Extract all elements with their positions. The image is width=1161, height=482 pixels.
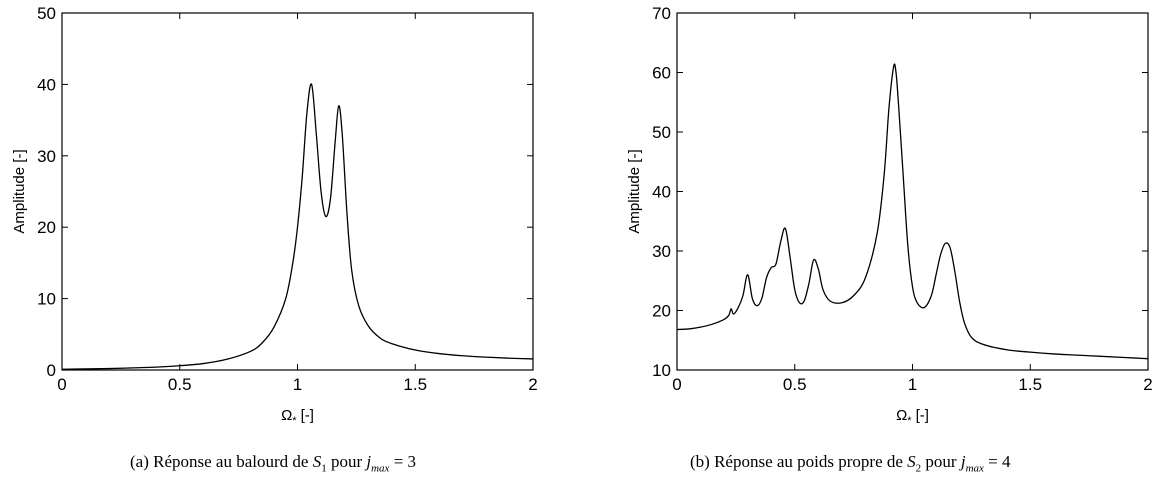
- caption-b-text1: Réponse au poids propre de: [714, 452, 903, 471]
- x-axis-subscript-a: *: [292, 415, 297, 427]
- caption-b-text2: pour: [925, 452, 957, 471]
- series-line-a: [61, 83, 534, 370]
- x-tick-label: 2: [1143, 375, 1152, 394]
- caption-a: (a) Réponse au balourd de S1 pour jmax =…: [130, 452, 416, 474]
- caption-a-var-sub: 1: [321, 462, 327, 475]
- caption-a-value: = 3: [393, 452, 417, 471]
- x-tick-label: 0: [672, 375, 681, 394]
- y-tick-label: 50: [652, 123, 671, 142]
- x-axis-label-b: Ω* [-]: [896, 407, 929, 427]
- caption-a-text2: pour: [330, 452, 363, 471]
- y-tick-label: 10: [652, 361, 671, 380]
- x-axis-symbol-a: Ω: [281, 407, 292, 424]
- x-axis-symbol-b: Ω: [896, 407, 907, 424]
- caption-b: (b) Réponse au poids propre de S2 pour j…: [690, 452, 1161, 474]
- y-tick-label: 40: [652, 183, 671, 202]
- y-tick-label: 0: [47, 361, 56, 380]
- y-axis-label-a: Amplitude [-]: [11, 149, 28, 233]
- caption-b-var-sub: 2: [915, 462, 922, 475]
- y-tick-label: 10: [37, 290, 56, 309]
- x-tick-label: 0: [57, 375, 66, 394]
- y-tick-label: 30: [37, 147, 56, 166]
- caption-b-value: = 4: [988, 452, 1011, 471]
- caption-a-label: (a): [130, 452, 149, 471]
- x-tick-label: 1.5: [403, 375, 427, 394]
- x-tick-label: 0.5: [168, 375, 192, 394]
- x-axis-label-a: Ω* [-]: [281, 407, 314, 427]
- x-axis-subscript-b: *: [907, 415, 912, 427]
- caption-b-jvar-sub: max: [965, 462, 984, 475]
- x-axis-unit-a: [-]: [301, 407, 314, 424]
- y-tick-label: 60: [652, 64, 671, 83]
- caption-b-var: S: [907, 452, 916, 471]
- y-tick-label: 70: [652, 4, 671, 23]
- plot-area-b: [676, 12, 1149, 371]
- plot-area-a: [61, 12, 534, 371]
- x-axis-unit-b: [-]: [916, 407, 929, 424]
- series-line-b: [676, 63, 1149, 360]
- x-tick-label: 1.5: [1018, 375, 1042, 394]
- x-tick-label: 1: [908, 375, 917, 394]
- x-tick-label: 1: [293, 375, 302, 394]
- y-tick-label: 40: [37, 75, 56, 94]
- caption-a-text1: Réponse au balourd de: [153, 452, 309, 471]
- y-tick-label: 20: [37, 218, 56, 237]
- caption-a-jvar: j: [366, 452, 372, 471]
- caption-b-jvar: j: [960, 452, 966, 471]
- y-axis-label-b: Amplitude [-]: [626, 149, 643, 233]
- chart-b: 0 0.5 1 1.5 2 10 20 30 40 50 60 70 Amplitude [-] Ω*…: [626, 4, 1153, 427]
- caption-b-label: (b): [690, 452, 710, 471]
- caption-a-var: S: [312, 452, 322, 471]
- ticks-b: 0 0.5 1 1.5 2 10 20 30 40 50 60 70: [652, 4, 1153, 394]
- y-tick-label: 50: [37, 4, 56, 23]
- caption-a-jvar-sub: max: [371, 462, 390, 475]
- y-tick-label: 30: [652, 242, 671, 261]
- x-tick-label: 2: [528, 375, 537, 394]
- x-tick-label: 0.5: [783, 375, 807, 394]
- y-tick-label: 20: [652, 302, 671, 321]
